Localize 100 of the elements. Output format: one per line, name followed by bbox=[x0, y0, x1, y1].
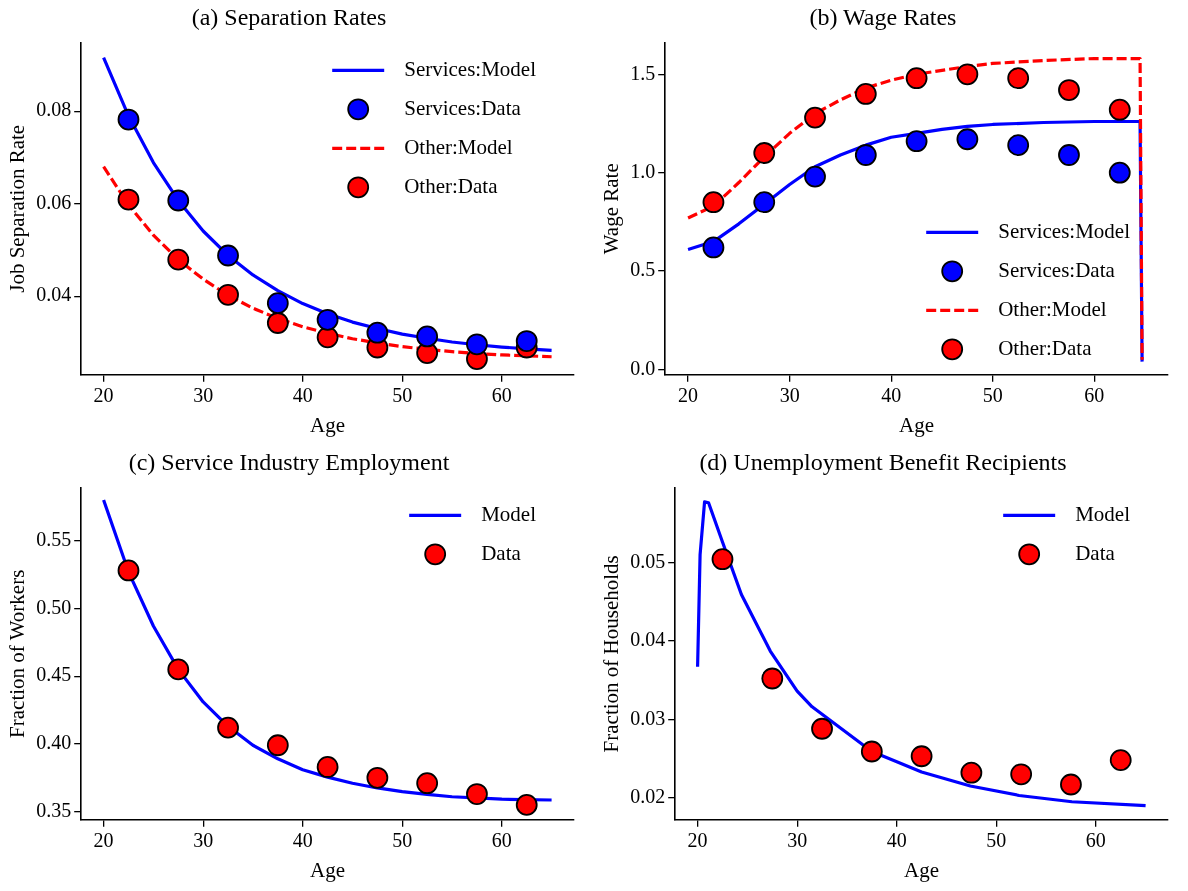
legend-label: Other:Model bbox=[404, 134, 513, 159]
point bbox=[811, 717, 833, 740]
x-tick-label: 50 bbox=[982, 384, 1003, 407]
point bbox=[316, 326, 339, 349]
point bbox=[117, 108, 140, 131]
x-tick-label: 40 bbox=[292, 829, 313, 852]
point bbox=[515, 793, 538, 816]
x-tick-label: 40 bbox=[292, 384, 313, 407]
y-axis-title: Fraction of Workers bbox=[5, 569, 30, 738]
point bbox=[804, 165, 826, 188]
point bbox=[366, 321, 389, 344]
point bbox=[1007, 67, 1030, 90]
y-tick-label: 0.04 bbox=[630, 628, 666, 651]
point bbox=[956, 128, 979, 151]
y-tick-label: 0.5 bbox=[630, 258, 656, 281]
point bbox=[416, 325, 439, 348]
x-axis-title: Age bbox=[310, 857, 346, 882]
point bbox=[266, 734, 289, 757]
x-axis-title: Age bbox=[899, 412, 935, 437]
point bbox=[1108, 161, 1131, 184]
y-tick-label: 1.5 bbox=[630, 61, 656, 84]
legend-label: Other:Data bbox=[998, 335, 1093, 360]
x-tick-label: 60 bbox=[1085, 829, 1106, 852]
point bbox=[854, 144, 877, 166]
point bbox=[960, 761, 983, 784]
y-tick-label: 0.40 bbox=[36, 731, 72, 754]
point bbox=[167, 189, 190, 212]
x-tick-label: 40 bbox=[886, 829, 907, 852]
x-axis-title: Age bbox=[904, 857, 940, 882]
legend-label: Model bbox=[1075, 501, 1131, 526]
x-tick-label: 30 bbox=[193, 829, 214, 852]
point bbox=[1060, 773, 1082, 796]
point bbox=[266, 312, 289, 334]
x-tick-label: 20 bbox=[687, 829, 708, 852]
legend-label: Model bbox=[481, 501, 537, 526]
y-tick-label: 0.35 bbox=[36, 798, 72, 821]
point bbox=[217, 244, 239, 267]
point bbox=[266, 292, 289, 315]
x-tick-label: 60 bbox=[491, 384, 512, 407]
y-tick-label: 0.08 bbox=[36, 98, 72, 121]
y-axis-title: Job Separation Rate bbox=[5, 124, 30, 293]
point bbox=[1007, 134, 1030, 157]
legend-label: Services:Model bbox=[998, 218, 1131, 243]
point bbox=[167, 248, 190, 271]
line-series bbox=[686, 56, 1144, 362]
legend-label: Data bbox=[481, 540, 522, 565]
x-tick-label: 60 bbox=[491, 829, 512, 852]
point bbox=[217, 716, 239, 739]
y-tick-label: 0.45 bbox=[36, 663, 72, 686]
point bbox=[702, 236, 725, 259]
x-tick-label: 30 bbox=[193, 384, 214, 407]
point bbox=[416, 772, 439, 795]
y-tick-label: 0.50 bbox=[36, 595, 72, 618]
point bbox=[860, 740, 883, 763]
x-tick-label: 30 bbox=[787, 829, 808, 852]
point bbox=[316, 756, 339, 778]
point bbox=[1108, 98, 1131, 121]
chart-title: (b) Wage Rates bbox=[809, 3, 957, 30]
point bbox=[316, 308, 339, 331]
point bbox=[753, 191, 776, 214]
y-tick-label: 0.03 bbox=[630, 706, 666, 729]
point bbox=[761, 667, 784, 690]
x-tick-label: 20 bbox=[93, 384, 114, 407]
point bbox=[217, 283, 239, 306]
point bbox=[753, 142, 776, 164]
point bbox=[910, 745, 933, 768]
y-axis-title: Fraction of Households bbox=[599, 555, 624, 753]
legend-label: Services:Data bbox=[404, 95, 522, 120]
point bbox=[711, 548, 734, 571]
chart-title: (c) Service Industry Employment bbox=[128, 448, 450, 475]
point bbox=[905, 130, 928, 153]
point bbox=[1010, 763, 1033, 786]
x-tick-label: 30 bbox=[779, 384, 800, 407]
legend-label: Other:Model bbox=[998, 296, 1107, 321]
point bbox=[1058, 79, 1080, 101]
point bbox=[804, 106, 826, 129]
x-tick-label: 20 bbox=[93, 829, 114, 852]
x-tick-label: 60 bbox=[1084, 384, 1105, 407]
point bbox=[1109, 749, 1132, 772]
y-tick-label: 0.05 bbox=[630, 549, 666, 572]
point bbox=[515, 330, 538, 352]
y-tick-label: 0.04 bbox=[36, 283, 72, 306]
point bbox=[117, 559, 140, 582]
point bbox=[905, 67, 928, 90]
x-tick-label: 50 bbox=[392, 384, 413, 407]
point bbox=[956, 63, 979, 86]
x-tick-label: 50 bbox=[986, 829, 1007, 852]
point bbox=[167, 658, 190, 681]
legend-label: Services:Model bbox=[404, 56, 537, 81]
y-axis-title: Wage Rate bbox=[599, 163, 624, 255]
x-tick-label: 40 bbox=[881, 384, 902, 407]
point bbox=[854, 83, 877, 105]
legend-label: Services:Data bbox=[998, 257, 1116, 282]
x-tick-label: 20 bbox=[678, 384, 699, 407]
legend-label: Other:Data bbox=[404, 173, 499, 198]
y-tick-label: 0.06 bbox=[36, 190, 72, 213]
chart-title: (d) Unemployment Benefit Recipients bbox=[699, 448, 1067, 475]
chart-title: (a) Separation Rates bbox=[191, 3, 387, 30]
point bbox=[702, 191, 725, 214]
y-tick-label: 0.02 bbox=[630, 785, 666, 808]
